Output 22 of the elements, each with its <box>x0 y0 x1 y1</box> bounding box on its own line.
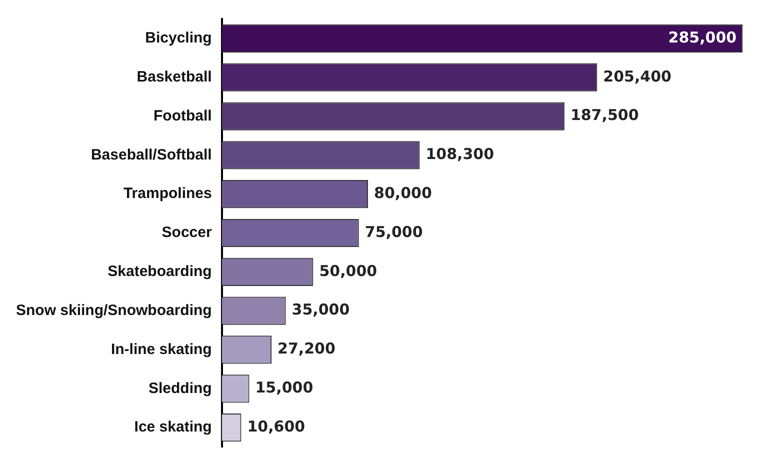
y-tick-label: Bicycling <box>145 30 212 47</box>
data-label: 285,000 <box>668 28 737 46</box>
y-tick-label: Snow skiing/Snowboarding <box>16 302 212 319</box>
data-label: 27,200 <box>278 340 336 358</box>
y-tick-label: Football <box>154 107 212 124</box>
data-label: 108,300 <box>426 145 494 164</box>
data-label: 205,400 <box>603 67 672 86</box>
y-tick-label: Sledding <box>148 380 212 397</box>
data-label: 15,000 <box>255 378 314 397</box>
data-label: 187,500 <box>570 106 639 124</box>
data-label: 50,000 <box>319 262 378 280</box>
y-tick-label: In-line skating <box>110 340 212 358</box>
y-tick-label: Soccer <box>162 224 212 242</box>
y-tick-label: Trampolines <box>123 185 212 202</box>
data-label: 75,000 <box>364 222 423 241</box>
data-label: 10,600 <box>247 417 306 436</box>
y-tick-label: Ice skating <box>134 418 212 436</box>
y-tick-label: Baseball/Softball <box>90 146 212 164</box>
y-tick-label: Skateboarding <box>108 263 212 280</box>
y-tick-label: Basketball <box>136 68 212 86</box>
data-label: 80,000 <box>374 184 432 202</box>
data-label: 35,000 <box>292 300 350 319</box>
